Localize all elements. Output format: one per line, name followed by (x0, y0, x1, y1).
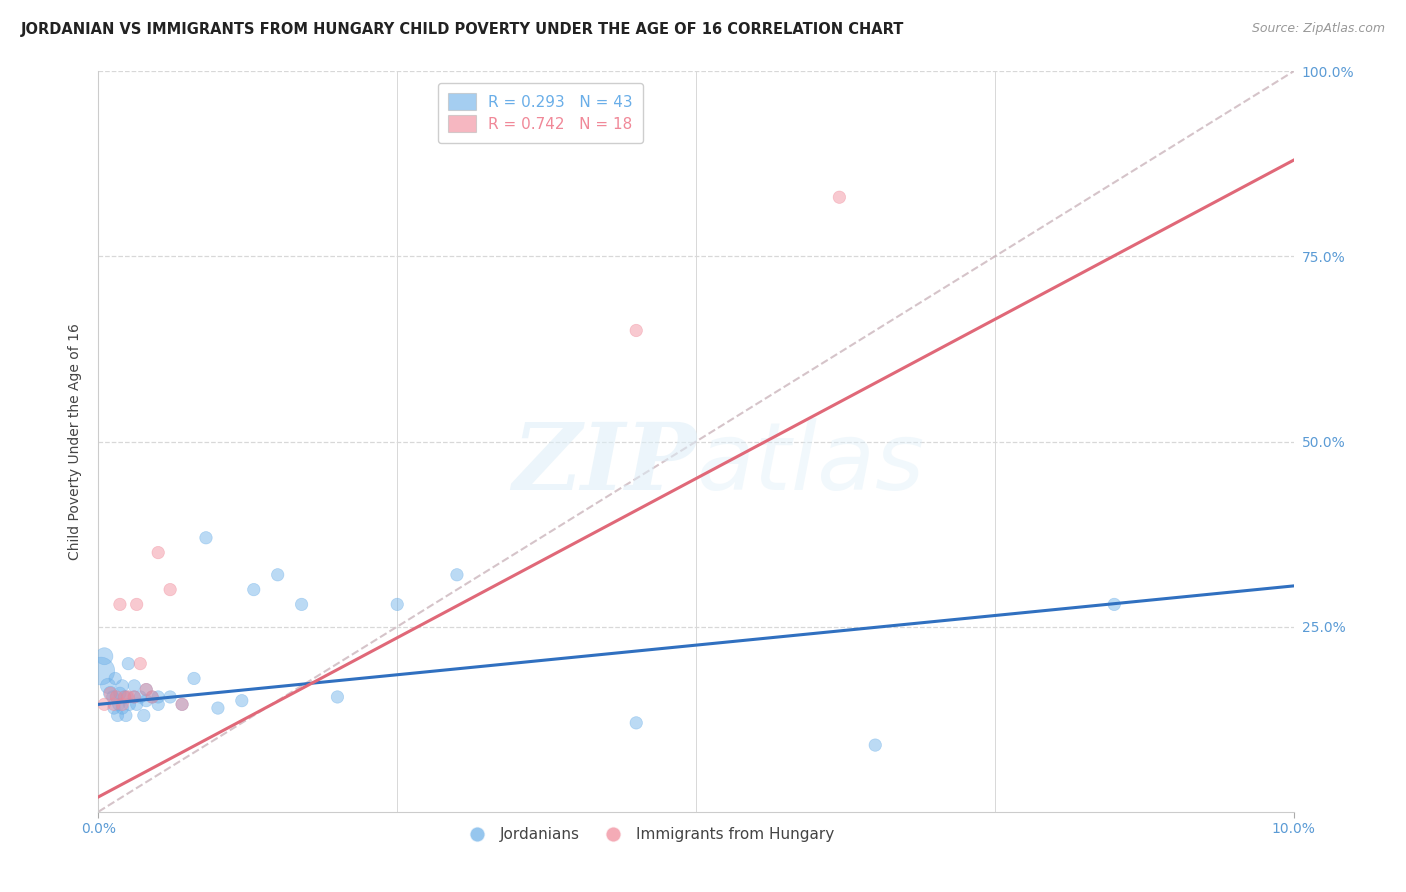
Point (135, 694, 157, 708)
Point (828, 190, 851, 204)
Point (90, 664, 112, 678)
Point (111, 698, 134, 712)
Point (98, 686, 122, 700)
Point (135, 682, 157, 697)
Point (231, 694, 253, 708)
Point (125, 698, 148, 712)
Point (148, 546, 170, 560)
Point (326, 690, 349, 704)
Point (172, 698, 194, 712)
Point (118, 698, 141, 712)
Point (159, 582, 181, 597)
Point (115, 708, 138, 723)
Point (626, 715, 648, 730)
Point (124, 690, 146, 704)
Point (141, 690, 163, 704)
Point (114, 690, 136, 704)
Text: atlas: atlas (696, 418, 924, 509)
Point (125, 598, 148, 612)
Point (1104, 598, 1126, 612)
Point (93, 649, 115, 664)
Point (124, 690, 146, 704)
Point (103, 698, 125, 712)
Point (115, 690, 138, 704)
Point (626, 324, 648, 338)
Point (101, 690, 124, 704)
Point (132, 708, 155, 723)
Text: ZIP: ZIP (512, 418, 696, 508)
Point (195, 531, 218, 545)
Point (108, 598, 131, 612)
Point (129, 657, 152, 671)
Point (105, 690, 128, 704)
Point (129, 690, 152, 704)
Point (183, 672, 205, 686)
Point (124, 679, 146, 693)
Point (267, 567, 290, 582)
Point (111, 679, 134, 693)
Point (207, 701, 229, 715)
Point (446, 567, 468, 582)
Point (111, 701, 134, 715)
Point (98, 686, 122, 700)
Point (148, 690, 170, 704)
Point (385, 598, 409, 612)
Point (107, 708, 129, 723)
Point (108, 686, 131, 700)
Point (103, 701, 125, 715)
Text: JORDANIAN VS IMMIGRANTS FROM HUNGARY CHILD POVERTY UNDER THE AGE OF 16 CORRELATI: JORDANIAN VS IMMIGRANTS FROM HUNGARY CHI… (21, 22, 904, 37)
Point (105, 690, 128, 704)
Point (93, 698, 115, 712)
Point (172, 698, 194, 712)
Point (135, 682, 157, 697)
Y-axis label: Child Poverty Under the Age of 16: Child Poverty Under the Age of 16 (69, 323, 83, 560)
Legend: Jordanians, Immigrants from Hungary: Jordanians, Immigrants from Hungary (456, 822, 841, 848)
Point (114, 690, 136, 704)
Point (141, 690, 163, 704)
Point (107, 698, 129, 712)
Point (291, 598, 314, 612)
Point (159, 690, 181, 704)
Point (865, 738, 887, 752)
Text: Source: ZipAtlas.com: Source: ZipAtlas.com (1251, 22, 1385, 36)
Point (117, 657, 139, 671)
Point (148, 698, 170, 712)
Point (97, 679, 120, 693)
Point (243, 582, 266, 597)
Point (104, 672, 127, 686)
Point (117, 690, 139, 704)
